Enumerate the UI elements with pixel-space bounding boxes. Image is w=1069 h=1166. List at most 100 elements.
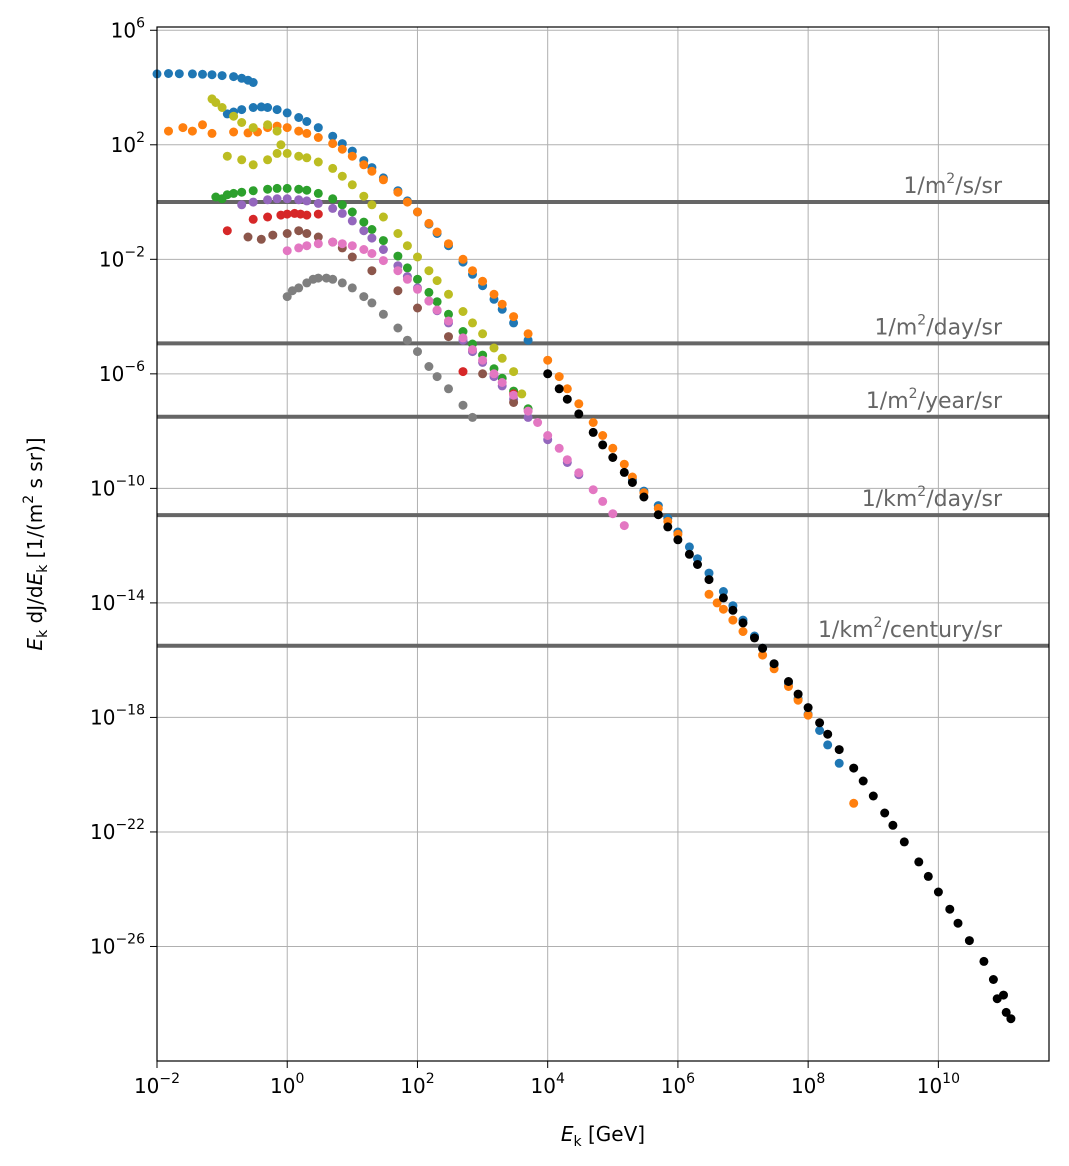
data-point <box>302 128 312 138</box>
data-point <box>263 195 273 205</box>
data-point <box>562 394 572 404</box>
series-3 <box>211 183 533 414</box>
data-point <box>248 214 258 224</box>
data-point <box>458 254 468 264</box>
data-point <box>478 276 488 286</box>
data-point <box>608 453 618 462</box>
data-point <box>432 227 442 237</box>
data-point <box>684 542 694 552</box>
data-point <box>953 918 963 928</box>
data-point <box>393 286 403 296</box>
data-point <box>359 245 369 254</box>
data-point <box>543 431 553 440</box>
y-tick-label: 10−18 <box>90 702 145 729</box>
data-point <box>704 575 714 585</box>
data-point <box>858 776 868 786</box>
data-point <box>888 820 898 830</box>
data-point <box>738 627 748 636</box>
data-point <box>554 443 564 453</box>
data-point <box>207 128 217 138</box>
data-point <box>367 249 377 258</box>
data-point <box>328 203 338 213</box>
y-tick-label: 10−14 <box>90 588 145 615</box>
data-point <box>562 384 572 394</box>
data-point <box>294 226 304 236</box>
data-point <box>294 151 304 161</box>
data-point <box>444 384 453 394</box>
data-point <box>868 791 878 801</box>
data-point <box>359 217 369 227</box>
data-point <box>347 180 357 190</box>
reference-line-label: 1/km2/century/sr <box>818 615 1003 643</box>
data-point <box>272 194 282 204</box>
data-point <box>468 345 477 355</box>
data-point <box>302 210 312 220</box>
data-point <box>432 276 442 286</box>
data-point <box>294 126 304 136</box>
data-point <box>1001 1007 1011 1017</box>
y-tick-label: 10−10 <box>90 473 145 500</box>
data-point <box>413 252 422 262</box>
data-point <box>424 296 434 306</box>
data-point <box>693 560 702 569</box>
data-point <box>489 289 499 299</box>
data-point <box>758 643 768 653</box>
data-point <box>313 198 323 208</box>
data-point <box>198 69 207 79</box>
data-point <box>554 384 564 394</box>
data-point <box>378 245 388 254</box>
data-point <box>684 549 694 559</box>
data-point <box>769 659 779 669</box>
data-point <box>979 956 989 966</box>
data-point <box>272 148 282 158</box>
data-point <box>509 367 519 377</box>
data-point <box>673 535 683 545</box>
data-point <box>402 241 412 251</box>
data-point <box>164 126 173 136</box>
data-point <box>276 140 286 150</box>
data-point <box>393 251 403 261</box>
data-point <box>803 703 813 713</box>
y-tick-label: 102 <box>111 130 145 157</box>
data-point <box>222 226 232 236</box>
data-point <box>718 587 728 596</box>
data-point <box>458 400 468 410</box>
data-point <box>999 990 1008 1000</box>
data-point <box>313 157 323 167</box>
data-point <box>458 333 468 343</box>
data-point <box>803 710 813 720</box>
data-point <box>294 283 304 293</box>
data-point <box>923 871 933 881</box>
data-point <box>574 399 584 409</box>
data-point <box>282 108 292 118</box>
data-point <box>523 412 533 422</box>
data-point <box>378 175 388 185</box>
data-point <box>815 718 825 728</box>
data-point <box>444 289 453 299</box>
data-point <box>728 605 738 615</box>
data-point <box>294 243 304 253</box>
data-point <box>313 209 323 219</box>
data-point <box>337 278 347 288</box>
data-point <box>347 151 357 161</box>
data-point <box>619 467 629 477</box>
data-point <box>562 455 572 465</box>
data-point <box>619 521 629 531</box>
data-point <box>758 650 768 660</box>
y-tick-label: 10−22 <box>90 817 145 844</box>
data-point <box>313 133 323 142</box>
data-point <box>444 332 453 342</box>
data-point <box>712 598 722 608</box>
data-point <box>256 234 266 244</box>
data-point <box>899 837 909 847</box>
data-point <box>313 239 323 249</box>
data-point <box>272 126 282 136</box>
data-point <box>413 347 422 357</box>
data-point <box>509 398 519 407</box>
data-point <box>248 78 258 87</box>
data-point <box>497 353 507 363</box>
data-point <box>784 677 793 686</box>
data-point <box>468 266 477 276</box>
data-point <box>478 329 488 339</box>
data-point <box>413 284 422 294</box>
